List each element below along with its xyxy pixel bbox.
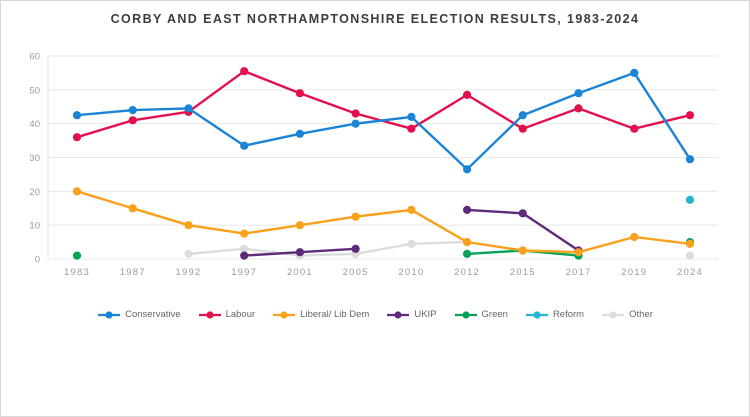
legend-item-green: Green <box>454 309 508 320</box>
chart-legend: Conservative Labour Liberal/ Lib Dem UKIP Gr… <box>1 309 749 320</box>
data-point-conservative <box>407 112 416 121</box>
legend-label: Labour <box>225 309 256 320</box>
data-point-liberal-lib-dem <box>630 232 639 242</box>
data-point-conservative <box>128 106 137 115</box>
data-point-liberal-lib-dem <box>295 221 304 230</box>
y-axis-tick-label: 40 <box>29 119 40 130</box>
legend-item-other: Other <box>601 309 653 320</box>
data-point-ukip <box>295 248 304 257</box>
data-point-liberal-lib-dem <box>72 187 82 196</box>
data-point-green <box>72 251 82 260</box>
legend-label: Reform <box>552 309 585 320</box>
x-axis-tick-label: 1992 <box>175 267 201 278</box>
data-point-liberal-lib-dem <box>351 212 360 221</box>
data-point-liberal-lib-dem <box>128 204 137 213</box>
data-point-ukip <box>351 244 360 253</box>
data-point-conservative <box>184 104 193 113</box>
data-point-ukip <box>463 205 472 214</box>
data-point-labour <box>630 124 639 133</box>
x-axis-tick-label: 1983 <box>64 267 90 278</box>
x-axis-tick-label: 2001 <box>287 267 313 278</box>
data-point-other <box>184 249 193 258</box>
x-axis-tick-label: 1997 <box>231 267 257 278</box>
y-axis-tick-label: 0 <box>35 255 40 266</box>
y-axis-tick-label: 60 <box>29 52 40 63</box>
y-axis-tick-label: 30 <box>29 153 40 164</box>
data-point-conservative <box>518 111 527 120</box>
data-point-ukip <box>240 251 249 260</box>
series-line-conservative <box>75 71 692 171</box>
data-point-conservative <box>630 68 639 77</box>
legend-label: Green <box>481 309 508 320</box>
data-point-labour <box>685 111 695 120</box>
data-point-other <box>240 244 249 253</box>
legend-item-reform: Reform <box>525 309 584 320</box>
series-line-labour <box>75 70 692 139</box>
data-point-liberal-lib-dem <box>685 239 695 248</box>
legend-item-conservative: Conservative <box>97 309 181 320</box>
x-axis-tick-label: 2017 <box>566 267 592 278</box>
legend-marker-icon <box>273 310 296 319</box>
data-point-labour <box>72 133 82 142</box>
data-point-liberal-lib-dem <box>518 246 527 255</box>
legend-marker-icon <box>454 310 477 319</box>
data-point-ukip <box>518 209 527 218</box>
data-point-labour <box>128 116 137 125</box>
legend-label: Conservative <box>125 309 181 320</box>
data-point-liberal-lib-dem <box>184 221 193 230</box>
data-point-conservative <box>685 155 695 164</box>
data-point-green <box>463 249 472 258</box>
x-axis-tick-label: 2005 <box>343 267 369 278</box>
data-point-other <box>685 251 695 260</box>
data-point-liberal-lib-dem <box>407 205 416 214</box>
legend-marker-icon <box>98 310 121 319</box>
data-point-liberal-lib-dem <box>574 248 583 257</box>
data-point-labour <box>518 124 527 133</box>
y-axis-tick-label: 20 <box>29 187 40 198</box>
data-point-reform <box>685 195 695 204</box>
legend-item-ukip: UKIP <box>386 309 437 320</box>
x-axis-tick-label: 2010 <box>398 267 424 278</box>
data-point-conservative <box>463 165 472 174</box>
data-point-conservative <box>295 129 304 138</box>
data-point-labour <box>351 109 360 118</box>
data-point-conservative <box>72 111 82 120</box>
election-results-line-chart: 0 10 20 30 40 50 60 1983 1987 1992 1997 2001 2005 201… <box>29 52 718 278</box>
y-axis-tick-label: 50 <box>29 85 40 96</box>
data-point-conservative <box>574 89 583 98</box>
legend-item-liberal-lib-dem: Liberal/ Lib Dem <box>272 309 369 320</box>
data-point-liberal-lib-dem <box>240 229 249 238</box>
x-axis-tick-label: 1987 <box>120 267 146 278</box>
x-axis-tick-label: 2015 <box>510 267 536 278</box>
legend-label: UKIP <box>414 309 437 320</box>
x-axis-tick-label: 2012 <box>454 267 480 278</box>
data-point-other <box>407 239 416 248</box>
data-point-conservative <box>351 119 360 128</box>
data-point-labour <box>295 89 304 98</box>
chart-title: CORBY AND EAST NORTHAMPTONSHIRE ELECTION… <box>110 12 640 26</box>
series-line-other <box>187 240 469 257</box>
legend-marker-icon <box>525 310 548 319</box>
data-point-labour <box>240 67 249 76</box>
legend-marker-icon <box>198 310 221 319</box>
legend-item-labour: Labour <box>198 309 256 320</box>
x-axis-tick-label: 2024 <box>677 267 703 278</box>
data-point-conservative <box>240 141 249 150</box>
x-axis-tick-label: 2019 <box>621 267 647 278</box>
series-line-liberal-lib-dem <box>75 190 692 254</box>
legend-marker-icon <box>602 310 625 319</box>
legend-marker-icon <box>387 310 410 319</box>
legend-label: Liberal/ Lib Dem <box>300 309 370 320</box>
legend-label: Other <box>629 309 653 320</box>
data-point-labour <box>574 104 583 113</box>
data-point-labour <box>407 124 416 133</box>
data-point-liberal-lib-dem <box>463 238 472 247</box>
data-point-labour <box>463 90 472 99</box>
y-axis-tick-label: 10 <box>29 221 40 232</box>
